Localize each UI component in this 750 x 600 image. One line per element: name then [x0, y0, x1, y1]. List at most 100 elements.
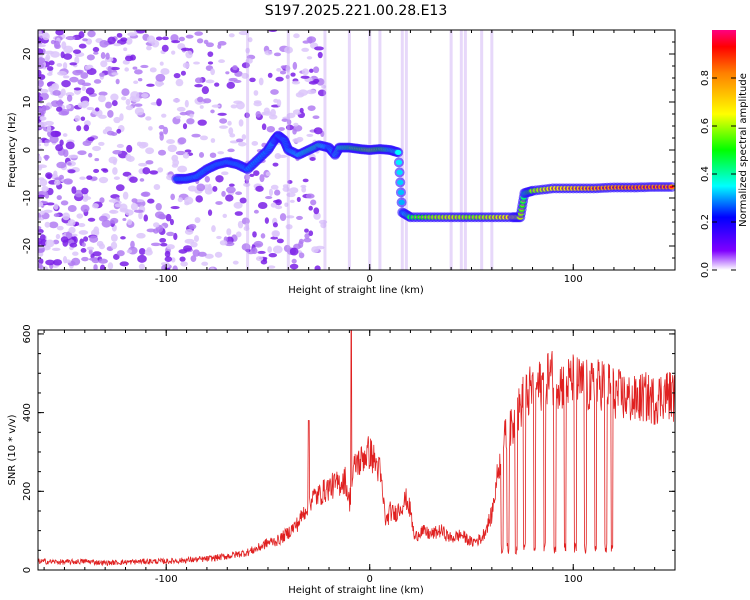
spectrogram-noise-blob — [145, 116, 152, 121]
spectrogram-noise-blob — [199, 135, 209, 141]
spectrogram-noise-blob — [139, 178, 145, 182]
spectrogram-noise-blob — [313, 207, 320, 215]
spectrogram-noise-blob — [159, 133, 164, 141]
spectrogram-noise-blob — [65, 36, 76, 41]
spectrogram-noise-blob — [275, 205, 283, 210]
spectrogram-noise-blob — [197, 96, 204, 103]
spectrogram-noise-blob — [98, 91, 108, 96]
spectrogram-noise-blob — [54, 177, 63, 181]
spectrogram-noise-blob — [88, 152, 93, 158]
spectrogram-noise-blob — [123, 47, 128, 52]
spectrogram-noise-blob — [298, 89, 309, 96]
spectrogram-noise-blob — [249, 173, 255, 177]
snr-y-tick-label: 200 — [22, 482, 33, 501]
spectrogram-noise-blob — [57, 71, 67, 76]
spectrogram-noise-blob — [65, 104, 72, 110]
spectrogram-noise-blob — [219, 118, 228, 124]
spectrogram-noise-blob — [292, 128, 297, 135]
spectrogram-noise-blob — [308, 230, 314, 237]
spectrogram-noise-blob — [45, 172, 53, 179]
spectrogram-noise-blob — [122, 217, 127, 222]
spectrogram-noise-blob — [244, 112, 250, 119]
spectrogram-noise-blob — [178, 36, 185, 42]
spectrogram-noise-blob — [85, 87, 95, 95]
spectrogram-noise-blob — [217, 112, 227, 116]
spectrogram-noise-blob — [301, 186, 307, 193]
spectrogram-noise-blob — [111, 100, 118, 107]
spectrogram-noise-blob — [207, 209, 213, 216]
spectrogram-noise-blob — [268, 188, 273, 197]
spectrogram-noise-blob — [286, 192, 296, 198]
spectrogram-noise-blob — [38, 95, 44, 102]
spectrogram-noise-blob — [138, 162, 148, 167]
spectrogram-noise-blob — [68, 154, 79, 159]
spectrogram-noise-blob — [86, 175, 93, 180]
spectrogram-noise-blob — [38, 194, 45, 198]
spectrogram-noise-field — [38, 30, 328, 270]
spectrogram-noise-blob — [177, 137, 187, 145]
spectrogram-noise-blob — [211, 225, 216, 233]
spectrogram-noise-blob — [146, 228, 156, 233]
spectrogram-noise-blob — [153, 184, 161, 191]
spectrogram-noise-blob — [122, 191, 129, 200]
spectrogram-noise-blob — [62, 256, 68, 264]
spectrogram-noise-blob — [241, 243, 251, 251]
spectrogram-noise-blob — [100, 60, 108, 68]
spectrogram-noise-blob — [38, 44, 46, 48]
spectrogram-noise-blob — [188, 223, 197, 230]
spectrogram-noise-blob — [38, 197, 41, 203]
spectrogram-noise-blob — [171, 50, 176, 55]
spectrogram-noise-blob — [270, 236, 279, 240]
spectrogram-noise-blob — [161, 36, 169, 41]
spectrogram-noise-blob — [233, 201, 243, 209]
spectrogram-noise-blob — [238, 119, 244, 127]
spectrogram-noise-blob — [179, 111, 188, 116]
spectrogram-noise-blob — [303, 237, 312, 243]
spectrogram-noise-blob — [175, 78, 184, 87]
spectrogram-noise-blob — [214, 82, 220, 87]
spectrogram-noise-blob — [136, 141, 142, 147]
spectrogram-ridge-point — [395, 149, 402, 155]
spectrogram-noise-blob — [101, 219, 112, 228]
spectrogram-x-axis: -100 0 100 — [43, 30, 676, 285]
spectrogram-noise-blob — [235, 231, 242, 238]
spectrogram-noise-blob — [274, 189, 281, 196]
spectrogram-noise-blob — [170, 193, 176, 201]
snr-y-label: SNR (10 * v/v) — [7, 414, 18, 485]
spectrogram-noise-blob — [56, 63, 63, 67]
spectrogram-noise-blob — [239, 197, 247, 204]
spectrogram-noise-blob — [185, 50, 193, 59]
figure-title: S197.2025.221.00.28.E13 — [265, 3, 448, 19]
spectrogram-noise-blob — [317, 51, 323, 59]
colorbar-tick-label: 0.8 — [700, 70, 711, 86]
spectrogram-noise-blob — [74, 56, 80, 65]
spectrogram-noise-blob — [74, 115, 81, 122]
spectrogram-noise-blob — [270, 184, 279, 190]
spectrogram-noise-blob — [184, 228, 194, 235]
spectrogram-noise-blob — [279, 213, 287, 221]
spectrogram-noise-blob — [177, 197, 183, 203]
spectrogram-noise-blob — [42, 32, 50, 41]
spectrogram-noise-blob — [245, 47, 251, 54]
spectrogram-noise-blob — [105, 52, 110, 60]
spectrogram-noise-blob — [232, 65, 238, 71]
spectrogram-noise-blob — [313, 127, 323, 135]
spectrogram-noise-blob — [98, 94, 106, 103]
spectrogram-noise-blob — [83, 124, 90, 132]
spectrogram-noise-blob — [158, 81, 165, 86]
spectrogram-noise-blob — [81, 187, 89, 195]
spectrogram-noise-blob — [74, 189, 84, 198]
spectrogram-noise-blob — [198, 152, 205, 158]
spectrogram-noise-blob — [196, 183, 206, 192]
spectrogram-noise-blob — [204, 253, 214, 259]
spectrogram-noise-blob — [38, 79, 44, 88]
spectrogram-noise-blob — [159, 214, 166, 220]
spectrogram-noise-blob — [201, 261, 209, 266]
spectrogram-noise-blob — [59, 139, 64, 147]
spectrogram-noise-blob — [130, 202, 139, 211]
spectrogram-noise-blob — [296, 196, 301, 203]
spectrogram-noise-blob — [53, 203, 59, 210]
snr-y-tick-label: 0 — [22, 567, 33, 573]
spectrogram-noise-blob — [60, 88, 66, 97]
spectrogram-noise-blob — [69, 76, 79, 83]
